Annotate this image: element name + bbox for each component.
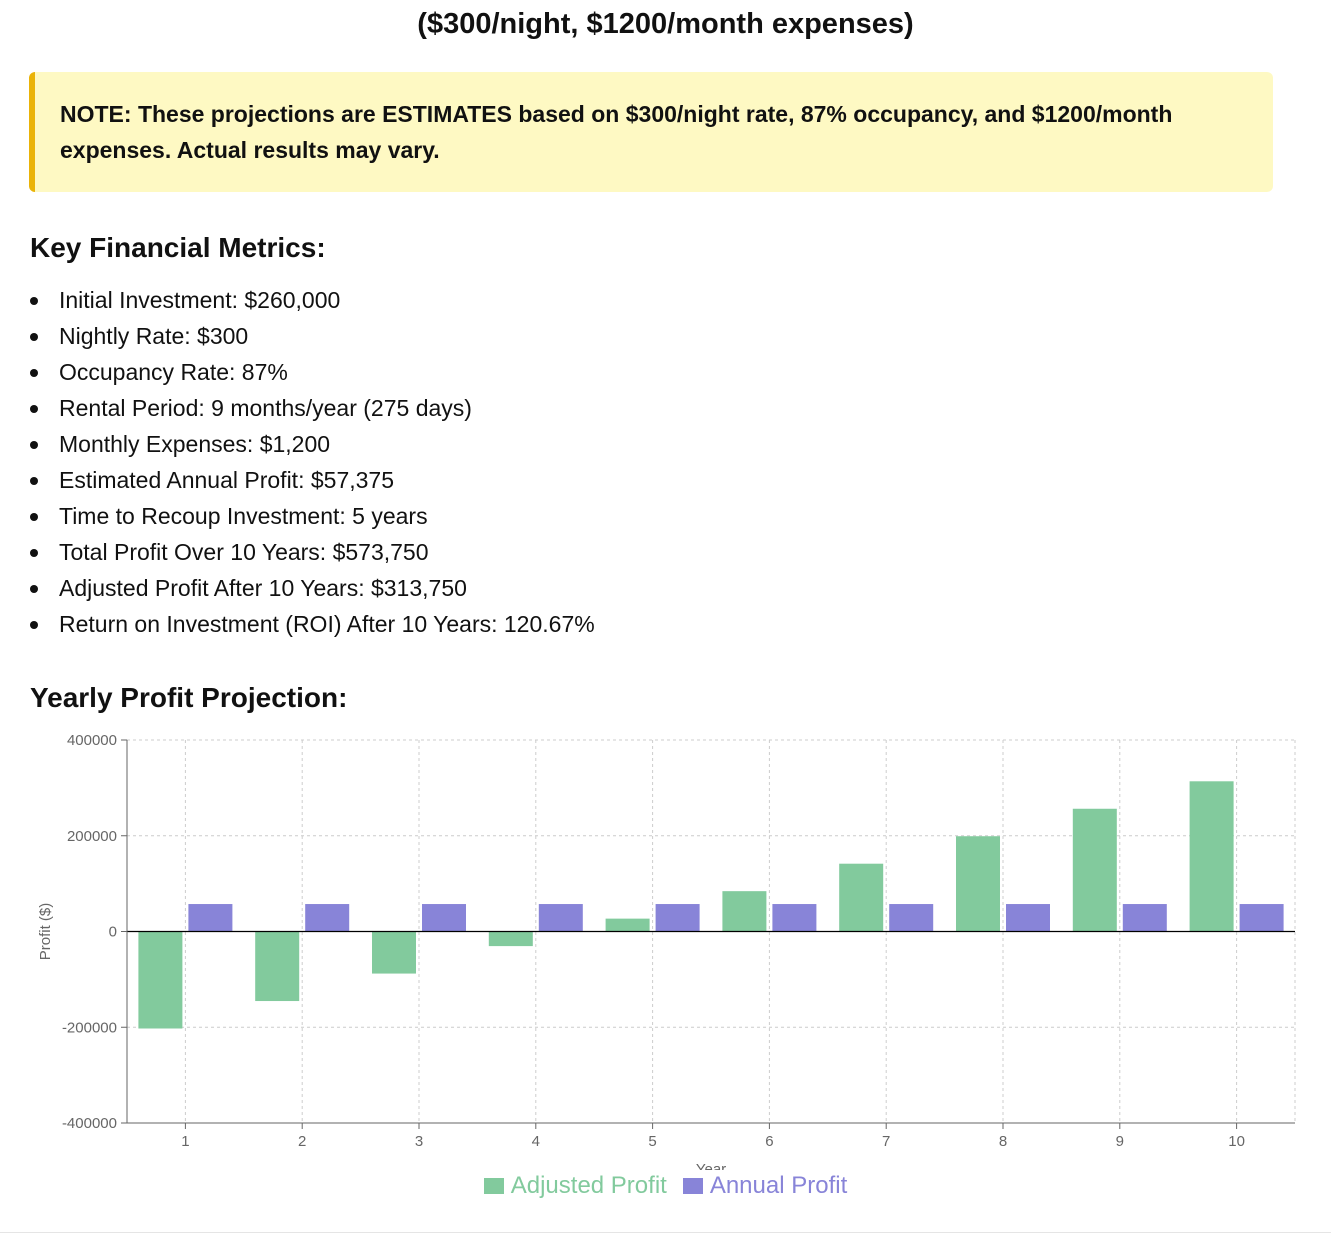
x-tick-label: 2 (298, 1133, 306, 1150)
bar-annual-year-8 (1006, 904, 1050, 932)
bar-adjusted-year-3 (372, 931, 416, 974)
y-tick-label: -200000 (62, 1019, 117, 1036)
legend-item-adjusted-profit[interactable]: Adjusted Profit (483, 1172, 667, 1200)
projection-heading: Yearly Profit Projection: (30, 682, 348, 713)
x-tick-label: 6 (765, 1133, 773, 1150)
bar-adjusted-year-9 (1072, 808, 1117, 932)
x-tick-label: 4 (532, 1133, 540, 1150)
bar-adjusted-year-1 (138, 931, 183, 1029)
x-tick-label: 3 (415, 1133, 423, 1150)
bar-adjusted-year-4 (488, 931, 533, 947)
bar-adjusted-year-7 (839, 863, 884, 932)
metric-rental-period: Rental Period: 9 months/year (275 days) (30, 390, 595, 426)
bar-annual-year-10 (1239, 904, 1284, 932)
y-tick-label: 200000 (67, 828, 117, 845)
x-tick-label: 1 (181, 1133, 189, 1150)
bar-annual-year-7 (889, 904, 934, 932)
bar-annual-year-2 (305, 904, 350, 932)
bottom-divider (0, 1232, 1331, 1233)
bar-annual-year-3 (422, 904, 466, 932)
legend-item-annual-profit[interactable]: Annual Profit (682, 1172, 848, 1200)
bar-annual-year-5 (655, 904, 700, 932)
x-tick-label: 8 (999, 1133, 1007, 1150)
bar-annual-year-9 (1122, 904, 1167, 932)
metric-total-profit: Total Profit Over 10 Years: $573,750 (30, 534, 595, 570)
metric-recoup-time: Time to Recoup Investment: 5 years (30, 498, 595, 534)
x-tick-label: 10 (1228, 1133, 1245, 1150)
metric-nightly-rate: Nightly Rate: $300 (30, 318, 595, 354)
profit-bar-chart: 400000 200000 0 -200000 -400000 1 2 3 4 5 6 7 8 9 10 Ye… (37, 732, 1296, 1170)
bar-adjusted-year-5 (605, 918, 650, 932)
estimate-note-text: NOTE: These projections are ESTIMATES ba… (60, 101, 1173, 163)
estimate-note: NOTE: These projections are ESTIMATES ba… (29, 72, 1273, 192)
chart-legend: Adjusted Profit Annual Profit (0, 1172, 1331, 1200)
legend-label-annual-profit: Annual Profit (709, 1172, 848, 1199)
bar-adjusted-year-10 (1189, 781, 1234, 932)
metric-initial-investment: Initial Investment: $260,000 (30, 282, 595, 318)
x-tick-label: 7 (882, 1133, 890, 1150)
metric-adjusted-profit: Adjusted Profit After 10 Years: $313,750 (30, 570, 595, 606)
bar-adjusted-year-6 (722, 891, 767, 932)
bar-adjusted-year-8 (956, 836, 1000, 932)
metric-annual-profit: Estimated Annual Profit: $57,375 (30, 462, 595, 498)
bar-annual-year-6 (772, 904, 817, 932)
legend-swatch-adjusted-profit (483, 1178, 504, 1194)
y-tick-label: -400000 (62, 1115, 117, 1132)
metric-monthly-expenses: Monthly Expenses: $1,200 (30, 426, 595, 462)
legend-swatch-annual-profit (682, 1178, 703, 1194)
legend-label-adjusted-profit: Adjusted Profit (510, 1172, 667, 1199)
x-tick-label: 9 (1116, 1133, 1124, 1150)
metric-occupancy-rate: Occupancy Rate: 87% (30, 354, 595, 390)
metrics-list: Initial Investment: $260,000 Nightly Rat… (30, 282, 595, 642)
y-tick-label: 400000 (67, 732, 117, 749)
x-tick-label: 5 (648, 1133, 656, 1150)
bar-adjusted-year-2 (255, 931, 300, 1002)
x-axis-title: Year (696, 1161, 726, 1170)
page-subtitle: ($300/night, $1200/month expenses) (417, 8, 914, 40)
metrics-heading: Key Financial Metrics: (30, 232, 326, 263)
metric-roi: Return on Investment (ROI) After 10 Year… (30, 606, 595, 642)
y-axis-title: Profit ($) (37, 903, 54, 961)
bar-annual-year-4 (538, 904, 583, 932)
bar-annual-year-1 (188, 904, 233, 932)
y-tick-label: 0 (109, 924, 117, 941)
